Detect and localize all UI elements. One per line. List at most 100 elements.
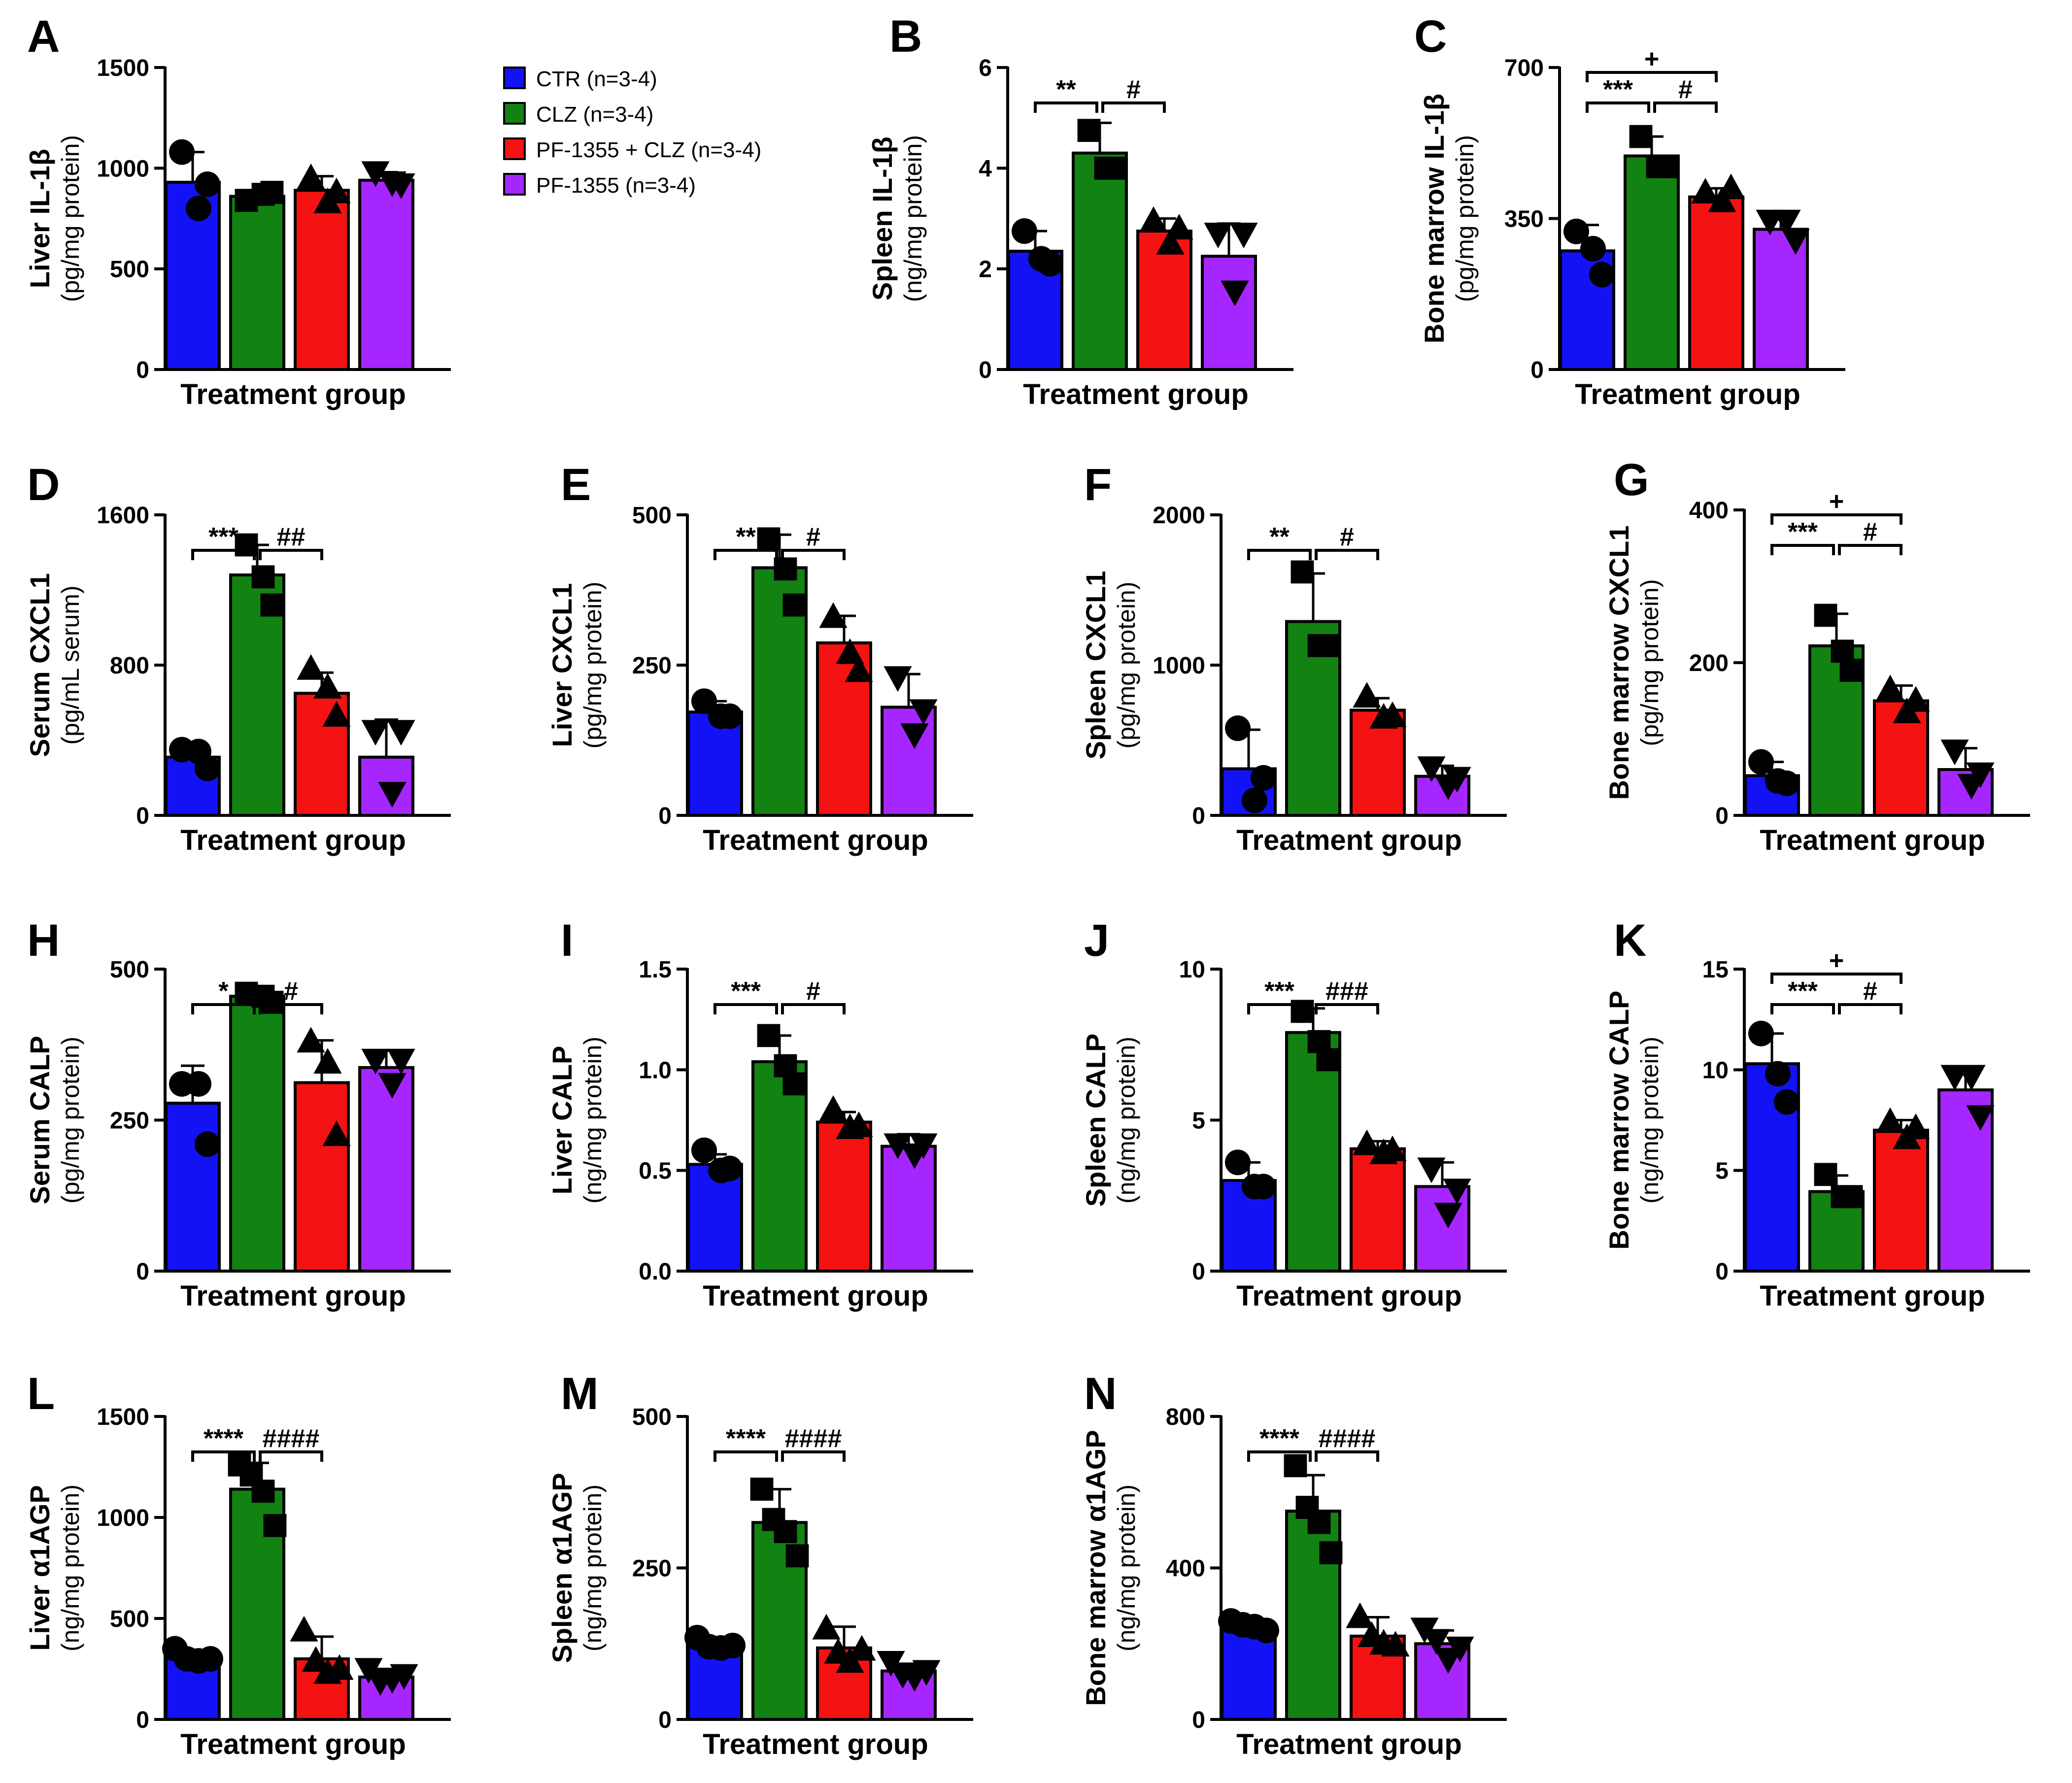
data-point-circle-marker [1589,262,1615,288]
significance-bracket [259,549,323,560]
significance-bracket [1770,1003,1835,1014]
y-tick-label: 500 [110,257,149,283]
data-point-triangle-marker [819,602,848,628]
data-point-inverted-triangle-marker [1957,1065,1986,1091]
significance-bracket [1315,1003,1379,1014]
y-tick-label: 0 [1192,1259,1205,1285]
data-point-circle-marker [186,1071,211,1097]
panel-h: H 0 250 500 Serum CALP (pg/mg protein) Treatme… [24,915,451,1312]
significance-label: *** [731,977,761,1006]
data-point-circle-marker [195,1131,220,1157]
data-point-triangle-marker [290,1615,318,1642]
y-axis-unit: (pg/mg protein) [1636,579,1664,746]
data-point-triangle-marker [1902,1113,1930,1139]
y-axis-title: Serum CALP [24,1036,55,1204]
y-tick-label: 200 [1689,650,1729,676]
panel-f: F 0 1000 2000 Spleen CXCL1 (pg/mg protein) Tre… [1080,460,1507,856]
data-point-triangle-marker [1378,1135,1407,1161]
data-point-square-marker [260,180,284,204]
significance-label: *** [1788,977,1818,1006]
data-point-inverted-triangle-marker [378,782,407,808]
y-tick-label: 1500 [97,1404,149,1430]
panel-d: D 0 800 1600 Serum CXCL1 (pg/mL serum) Treatme… [24,460,451,856]
bar-clz [751,1060,808,1273]
y-tick-label: 0.0 [639,1259,672,1285]
bar-pf-clz [1350,1147,1406,1273]
y-tick-label: 500 [632,503,672,529]
panel-letter: I [561,915,574,966]
data-point-square-marker [774,557,797,581]
data-point-inverted-triangle-marker [1204,223,1232,249]
y-tick-label: 250 [110,1108,149,1134]
significance-label: ** [1056,75,1076,104]
data-point-inverted-triangle-marker [909,1133,938,1159]
y-tick-label: 500 [632,1404,672,1430]
x-axis-title: Treatment group [1760,824,1985,856]
significance-label: ## [277,523,306,551]
y-tick-label: 1600 [97,503,149,529]
x-axis-title: Treatment group [703,1280,928,1312]
x-axis-title: Treatment group [1236,1280,1462,1312]
y-tick-label: 0 [136,1707,149,1733]
data-point-triangle-marker [1708,186,1736,212]
data-point-circle-marker [1225,1149,1251,1176]
data-point-triangle-marker [819,1095,848,1121]
panel-b: B 0 2 4 6 Spleen IL-1β (ng/mg protein) Treatmen… [867,11,1293,410]
x-axis-title: Treatment group [1023,378,1249,410]
significance-label: # [1126,75,1141,104]
significance-label: #### [1319,1424,1376,1453]
y-tick-label: 0 [1192,803,1205,829]
legend-swatch-pf [503,173,526,196]
data-point-circle-marker [717,1155,743,1181]
y-axis-title: Bone marrow IL-1β [1419,94,1450,343]
bar-clz [229,195,285,371]
y-tick-label: 0.5 [639,1158,672,1184]
data-point-inverted-triangle-marker [387,720,415,746]
data-point-triangle-marker [1378,701,1407,727]
bar-pf [1414,1185,1470,1273]
data-point-circle-marker [1254,1617,1279,1644]
y-axis-title: Bone marrow α1AGP [1080,1430,1111,1706]
significance-bracket [1315,1450,1379,1462]
y-axis-title: Liver CALP [546,1046,577,1195]
bar-clz [1072,151,1128,371]
x-axis-title: Treatment group [1575,378,1800,410]
data-point-inverted-triangle-marker [361,720,390,746]
y-axis-unit: (pg/mg protein) [1113,581,1140,748]
y-axis-title: Serum CXCL1 [24,573,55,757]
data-point-circle-marker [691,688,717,714]
significance-label: #### [263,1424,320,1453]
bar-pf [1753,228,1809,371]
significance-bracket [713,1450,778,1462]
legend: CTR (n=3-4) CLZ (n=3-4) PF-1355 + CLZ (n… [503,67,761,198]
data-point-triangle-marker [322,701,351,727]
data-point-square-marker [1103,156,1126,180]
data-point-square-marker [260,991,284,1014]
significance-label: # [1863,518,1877,546]
y-tick-label: 1.0 [639,1057,672,1083]
significance-label: *** [1264,977,1294,1006]
data-point-inverted-triangle-marker [1443,767,1471,793]
data-point-triangle-marker [1353,1129,1381,1155]
data-point-square-marker [1316,634,1340,657]
data-point-inverted-triangle-marker [1772,209,1801,235]
bar-clz [229,995,285,1273]
panel-g: G 0 200 400 Bone marrow CXCL1 (pg/mg protein)… [1603,455,2030,856]
bar-ctr [687,1163,743,1273]
significance-bracket [1838,544,1902,555]
significance-bracket [1101,101,1166,113]
significance-bracket [781,1003,846,1014]
data-point-inverted-triangle-marker [387,173,415,199]
data-point-triangle-marker [1902,686,1930,712]
y-tick-label: 10 [1702,1057,1729,1083]
significance-label: **** [204,1424,244,1453]
panel-i: I 0.0 0.5 1.0 1.5 Liver CALP (ng/mg protein) Tr… [546,915,973,1312]
significance-bracket [1315,549,1379,560]
significance-label: #### [785,1424,842,1453]
y-tick-label: 2 [979,257,992,283]
bar-pf [358,1066,414,1273]
data-point-square-marker [757,1024,781,1047]
y-axis-unit: (pg/mL serum) [57,585,84,744]
significance-label: + [1829,487,1844,516]
legend-entry-pf-clz: PF-1355 + CLZ (n=3-4) [503,137,761,162]
